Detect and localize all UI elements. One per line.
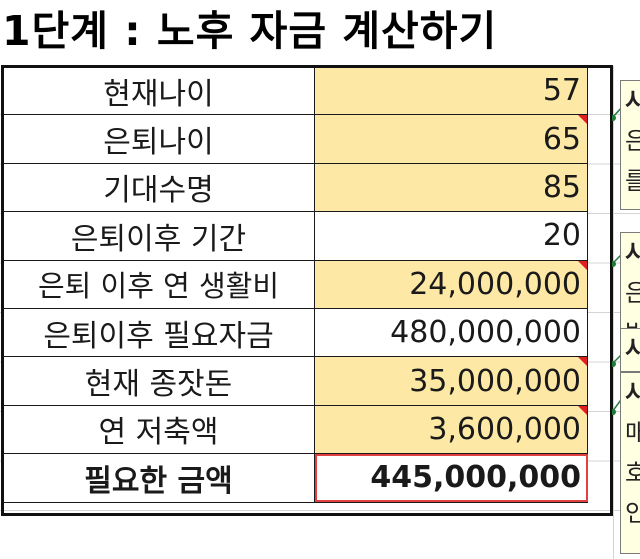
cell-retirement-period[interactable]: 20 <box>314 211 588 261</box>
comment-line: 은 <box>625 121 640 161</box>
comment-box[interactable]: 시 <box>620 328 640 372</box>
comment-line: 시 <box>625 81 640 121</box>
cell-value: 24,000,000 <box>409 266 581 302</box>
row-label-annual-living-cost[interactable]: 은퇴 이후 연 생활비 <box>2 259 315 309</box>
table-row: 은퇴이후 기간 20 <box>2 211 588 261</box>
cell-needed-amount[interactable]: 445,000,000 <box>314 453 588 503</box>
comment-line: 은 <box>625 273 640 313</box>
row-label-current-age[interactable]: 현재나이 <box>2 65 315 116</box>
table-row: 은퇴나이 65 <box>2 114 588 164</box>
comment-box[interactable]: 시 은 반 <box>620 232 640 334</box>
comment-line: 시 <box>625 233 640 273</box>
comment-line: 시 <box>625 329 640 369</box>
row-label-seed-money[interactable]: 현재 종잣돈 <box>2 356 315 406</box>
row-label-required-funds[interactable]: 은퇴이후 필요자금 <box>2 307 315 358</box>
comment-indicator-icon[interactable] <box>578 115 587 125</box>
comment-line: 호 <box>625 453 640 493</box>
comment-box[interactable]: 시 은 를 <box>620 80 640 210</box>
cell-value: 35,000,000 <box>409 363 581 399</box>
table-row-total: 필요한 금액 445,000,000 <box>2 453 588 503</box>
comment-panel: 시 은 를 시 은 반 시 시 매 호 인 <box>612 66 640 559</box>
cell-value: 65 <box>542 121 581 157</box>
comment-line: 매 <box>625 413 640 453</box>
sheet-gridline-col <box>613 66 614 559</box>
comment-line: 인 <box>625 493 640 533</box>
cell-value: 20 <box>542 218 581 254</box>
table-row: 현재나이 57 <box>2 65 588 116</box>
row-label-life-expectancy[interactable]: 기대수명 <box>2 162 315 213</box>
cell-retire-age[interactable]: 65 <box>314 114 588 164</box>
table-row: 연 저축액 3,600,000 <box>2 404 588 455</box>
row-label-retirement-period[interactable]: 은퇴이후 기간 <box>2 211 315 261</box>
table-row: 은퇴 이후 연 생활비 24,000,000 <box>2 259 588 309</box>
cell-current-age[interactable]: 57 <box>314 65 588 116</box>
cell-value: 85 <box>542 169 581 205</box>
cell-life-expectancy[interactable]: 85 <box>314 162 588 213</box>
table-row: 기대수명 85 <box>2 162 588 213</box>
cell-value: 445,000,000 <box>370 460 581 496</box>
comment-indicator-icon[interactable] <box>578 261 587 270</box>
comment-box[interactable]: 시 매 호 인 <box>620 372 640 554</box>
cell-value: 57 <box>542 73 581 109</box>
table-row: 현재 종잣돈 35,000,000 <box>2 356 588 406</box>
cell-value: 3,600,000 <box>428 411 581 447</box>
comment-indicator-icon[interactable] <box>578 357 587 367</box>
comment-line: 를 <box>625 161 640 201</box>
cell-annual-savings[interactable]: 3,600,000 <box>314 404 588 455</box>
calculation-table: 현재나이 57 은퇴나이 65 기대수명 85 은퇴이후 기간 20 은퇴 이후… <box>2 65 588 503</box>
cell-required-funds[interactable]: 480,000,000 <box>314 307 588 358</box>
row-label-annual-savings[interactable]: 연 저축액 <box>2 404 315 455</box>
cell-annual-living-cost[interactable]: 24,000,000 <box>314 259 588 309</box>
comment-indicator-icon[interactable] <box>578 406 587 415</box>
cell-value: 480,000,000 <box>390 315 581 351</box>
comment-line: 시 <box>625 373 640 413</box>
table-row: 은퇴이후 필요자금 480,000,000 <box>2 307 588 358</box>
row-label-retire-age[interactable]: 은퇴나이 <box>2 114 315 164</box>
cell-seed-money[interactable]: 35,000,000 <box>314 356 588 406</box>
row-label-needed-amount[interactable]: 필요한 금액 <box>2 453 315 503</box>
sheet-title[interactable]: 1단계 : 노후 자금 계산하기 <box>2 7 498 55</box>
